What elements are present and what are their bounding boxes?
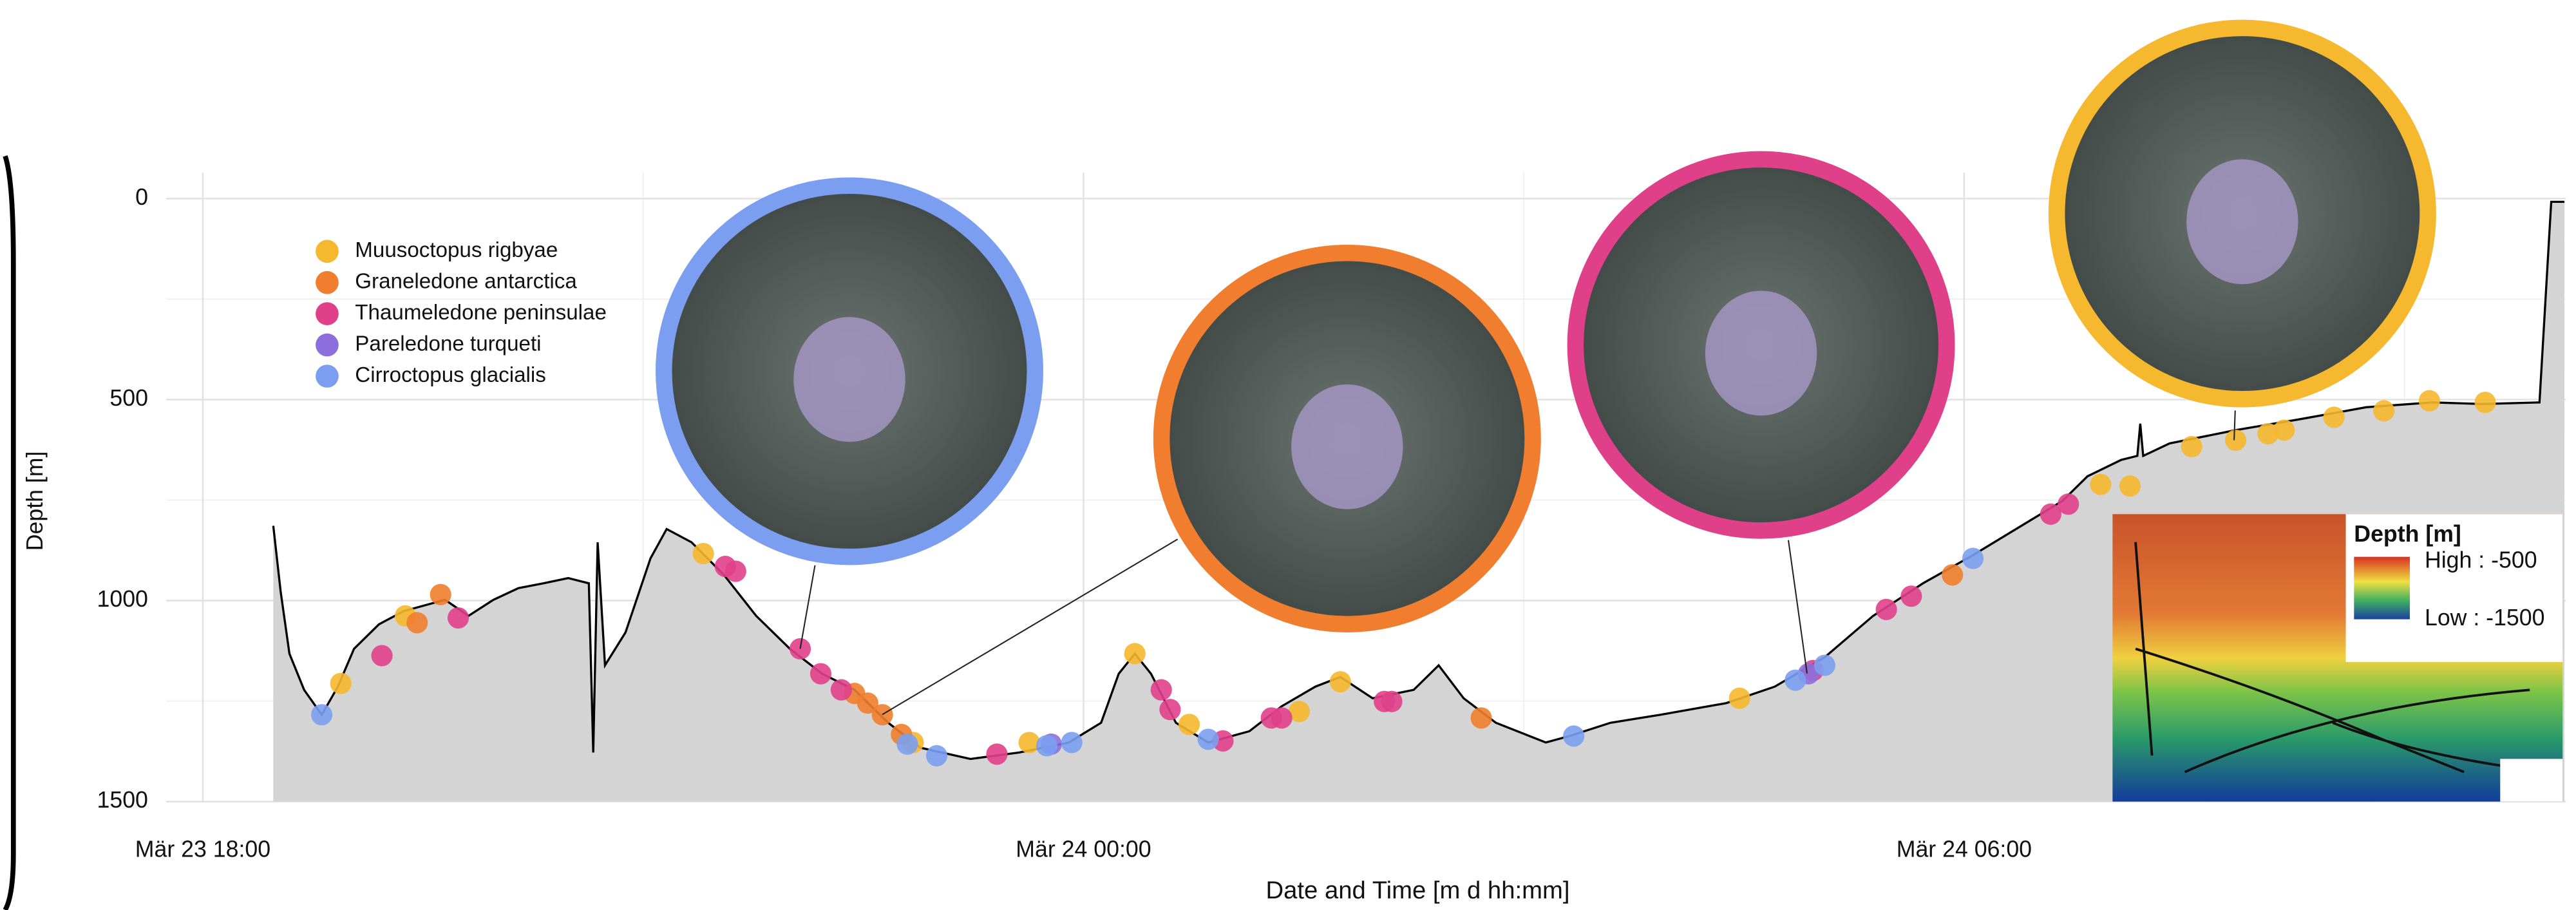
y-tick-label: 1000	[97, 586, 148, 612]
map-legend-high: High : -500	[2425, 547, 2537, 573]
legend-label: Graneledone antarctica	[355, 269, 577, 293]
y-axis-label: Depth [m]	[22, 451, 48, 551]
observation	[2419, 390, 2440, 412]
observation	[2273, 419, 2295, 441]
y-tick-label: 500	[109, 385, 148, 411]
legend-swatch	[316, 240, 339, 263]
observation	[2119, 475, 2141, 497]
observation	[1729, 688, 1750, 709]
observation	[1381, 691, 1402, 712]
observation	[430, 584, 451, 605]
y-tick-label: 0	[135, 184, 148, 210]
inset-map: Depth [m] High : -500 Low : -1500	[2112, 514, 2562, 801]
observation	[1785, 670, 1806, 691]
observation	[1061, 732, 1083, 753]
photo-octopus	[1705, 290, 1817, 415]
legend-label: Thaumeledone peninsulae	[355, 301, 607, 325]
x-tick-label: Mär 24 00:00	[1016, 837, 1151, 862]
legend-swatch	[316, 271, 339, 294]
observation	[986, 743, 1007, 764]
observation	[2090, 474, 2111, 495]
map-legend-swatch	[2354, 557, 2410, 620]
photo-octopus	[793, 317, 905, 442]
observation	[725, 560, 746, 582]
observation	[1151, 679, 1172, 701]
observation	[2058, 493, 2079, 515]
map-legend-low: Low : -1500	[2425, 605, 2545, 630]
x-tick-label: Mär 24 06:00	[1897, 837, 2032, 862]
observation	[2474, 392, 2496, 413]
observation	[926, 745, 947, 766]
observation	[406, 612, 428, 633]
map-mini-legend	[2500, 759, 2562, 801]
observation	[448, 607, 469, 629]
observation	[1962, 547, 1984, 569]
frame-edge	[5, 156, 14, 910]
observation	[896, 734, 918, 755]
legend-swatch	[316, 302, 339, 325]
observation	[693, 543, 714, 564]
observation	[1876, 599, 1897, 620]
observation	[1942, 564, 1963, 585]
observation	[1036, 735, 1057, 756]
observation	[872, 704, 893, 725]
legend-label: Pareledone turqueti	[355, 332, 541, 355]
map-legend-title: Depth [m]	[2354, 521, 2461, 547]
page: 0 500 1000 1500 Mär 23 18:00 Mär 24 00:00 Mär …	[0, 0, 2576, 910]
observation	[2373, 400, 2394, 421]
observation	[2181, 436, 2202, 457]
observation	[1198, 728, 1219, 750]
legend-label: Cirroctopus glacialis	[355, 363, 546, 387]
observation	[1124, 643, 1146, 664]
observation	[1179, 714, 1200, 735]
observation	[371, 645, 392, 667]
observation	[1900, 585, 1922, 607]
observation	[2324, 406, 2345, 428]
x-axis-label: Date and Time [m d hh:mm]	[1266, 877, 1570, 904]
observation	[1159, 699, 1180, 720]
observation	[831, 679, 852, 701]
observation	[1814, 654, 1835, 676]
observation	[330, 673, 352, 694]
callout-line	[1788, 540, 1807, 674]
photo-octopus	[2186, 159, 2298, 284]
legend-swatch	[316, 365, 339, 388]
observation	[1563, 725, 1584, 746]
observation	[810, 663, 831, 685]
photo-octopus	[1291, 384, 1403, 509]
observation	[1271, 707, 1293, 728]
observation	[1470, 707, 1492, 728]
observation	[2225, 430, 2246, 451]
y-tick-label: 1500	[97, 787, 148, 813]
observation	[1330, 671, 1351, 692]
observation	[311, 704, 332, 725]
legend-label: Muusoctopus rigbyae	[355, 238, 558, 262]
x-tick-label: Mär 23 18:00	[135, 837, 270, 862]
callout-line	[800, 565, 815, 649]
legend-swatch	[316, 334, 339, 357]
chart: 0 500 1000 1500 Mär 23 18:00 Mär 24 00:00 Mär …	[0, 0, 2576, 910]
